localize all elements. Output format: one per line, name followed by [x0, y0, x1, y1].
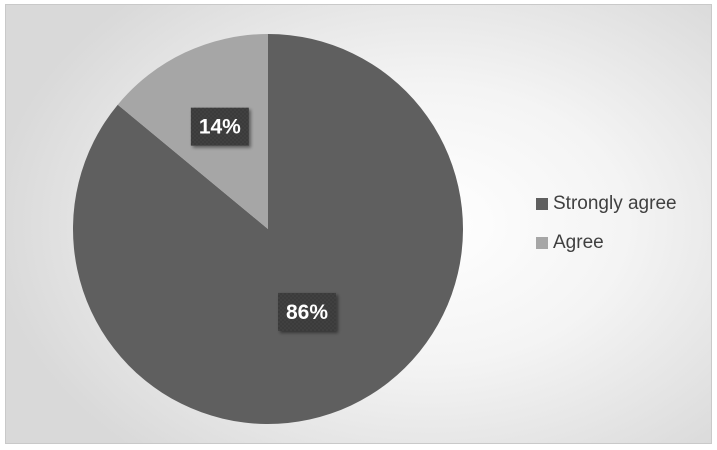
pie-chart: 86% 14% — [72, 34, 463, 424]
legend: Strongly agree Agree — [536, 193, 677, 271]
data-label-strongly-agree-text: 86% — [286, 301, 328, 324]
chart-area: 86% 14% Strongly agree Agree — [5, 4, 712, 444]
legend-swatch-agree — [536, 237, 548, 249]
legend-swatch-strongly-agree — [536, 198, 548, 210]
data-label-agree-text: 14% — [199, 116, 241, 139]
data-label-agree: 14% — [190, 107, 249, 146]
data-label-strongly-agree-box — [278, 292, 337, 331]
legend-item-agree: Agree — [536, 232, 677, 254]
legend-item-strongly-agree: Strongly agree — [536, 193, 677, 215]
data-label-agree-box — [190, 107, 249, 146]
data-label-strongly-agree: 86% — [278, 292, 337, 331]
legend-label-agree: Agree — [553, 232, 604, 253]
legend-label-strongly-agree: Strongly agree — [553, 193, 677, 214]
